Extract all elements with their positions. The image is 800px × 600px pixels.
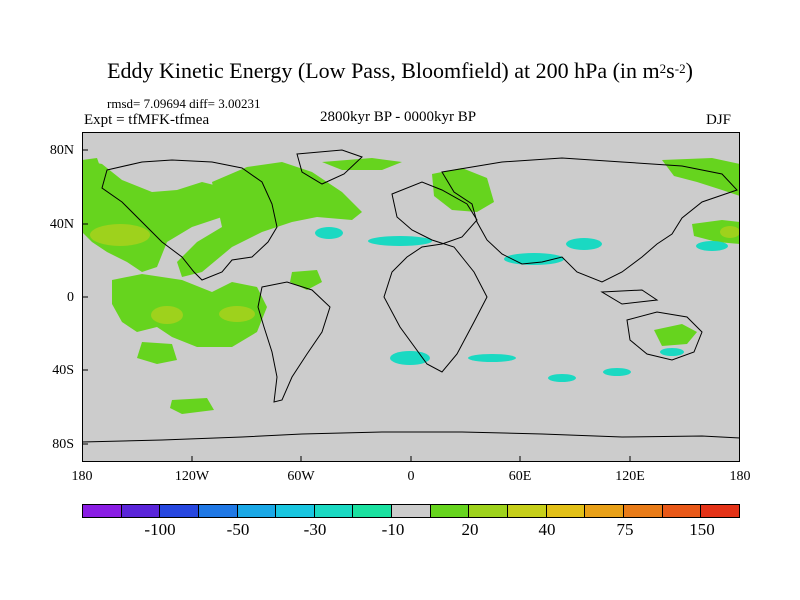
arctic-west-anomaly [82,158,102,177]
plot-title: Eddy Kinetic Energy (Low Pass, Bloomfiel… [107,58,693,83]
colorbar-swatch [83,505,122,517]
lon-label-60e: 60E [508,469,532,484]
colorbar-swatch [314,505,354,517]
colorbar-swatch [546,505,586,517]
south-ocean-negative [603,368,631,376]
australia-anomaly [654,324,697,346]
australia-south-negative [660,348,684,356]
south-indian-negative [548,374,576,382]
east-asia-negative [566,238,602,250]
south-pacific-anomaly [137,342,177,364]
colorbar-label: 75 [616,520,634,539]
lon-label-120e: 120E [615,469,645,484]
colorbar-swatch [430,505,470,517]
asia-coast [441,157,738,283]
south-america-coast [257,281,331,403]
lon-label-120w: 120W [174,469,210,484]
colorbar-swatch [237,505,277,517]
west-pacific-core [720,226,740,238]
west-pacific-anomaly [692,220,740,244]
lon-label-0: 0 [407,469,415,484]
coastlines [82,149,740,443]
lon-label-180e: 180 [729,469,751,484]
atlantic-negative [315,227,343,239]
lat-label-80s: 80S [52,437,74,452]
stats-label: rmsd= 7.09694 diff= 3.00231 [107,96,261,111]
colorbar-label: 40 [538,520,556,539]
colorbar-label: -50 [226,520,250,539]
south-atlantic-negative [390,351,430,365]
lat-label-80n: 80N [49,143,74,158]
colorbar [82,504,740,518]
experiment-label: Expt = tfMFK-tfmea [84,112,210,128]
colorbar-swatch [121,505,161,517]
colorbar-label: -30 [303,520,327,539]
colorbar-label: 150 [689,520,715,539]
north-pacific-negative [696,241,728,251]
tropical-pacific-core [151,306,183,324]
high-anomaly-cores [90,224,740,324]
season-label: DJF [706,112,732,128]
east-pacific-core [219,306,255,322]
colorbar-swatch [701,505,739,517]
lat-label-0: 0 [67,290,74,305]
colorbar-label: -100 [144,520,176,539]
colorbar-swatch [469,505,509,517]
north-pacific-core [90,224,150,246]
indian-ocean-negative [468,354,516,362]
colorbar-swatch [585,505,624,517]
colorbar-swatch [353,505,393,517]
north-atlantic-anomaly [177,162,362,277]
mediterranean-negative [368,236,432,246]
colorbar-swatch [662,505,702,517]
tropical-pacific-anomaly [112,274,267,347]
lat-label-40n: 40N [49,217,74,232]
lat-label-40s: 40S [52,363,74,378]
colorbar-swatch [392,505,431,517]
colorbar-swatch [623,505,663,517]
negative-anomaly-regions [315,227,728,382]
antarctica-coast [82,431,740,443]
arctic-north-anomaly [322,158,402,170]
colorbar-swatch [508,505,547,517]
axis-ticks [82,149,631,462]
colorbar-label: -10 [381,520,405,539]
colorbar-swatch [276,505,315,517]
australia-coast [626,311,703,361]
lon-label-180w: 180 [71,469,93,484]
southern-ocean-anomaly [170,398,214,414]
greenland-coast [296,149,363,185]
colorbar-swatch [160,505,199,517]
north-america-coast [101,159,278,281]
map-plot [82,132,740,462]
period-label: 2800kyr BP - 0000kyr BP [320,109,477,125]
indonesia-coast [600,289,659,305]
colorbar-label: 20 [461,520,479,539]
lon-label-60w: 60W [287,469,315,484]
colorbar-swatch [198,505,238,517]
arctic-east-anomaly [662,158,740,196]
siberia-anomaly [432,168,494,212]
